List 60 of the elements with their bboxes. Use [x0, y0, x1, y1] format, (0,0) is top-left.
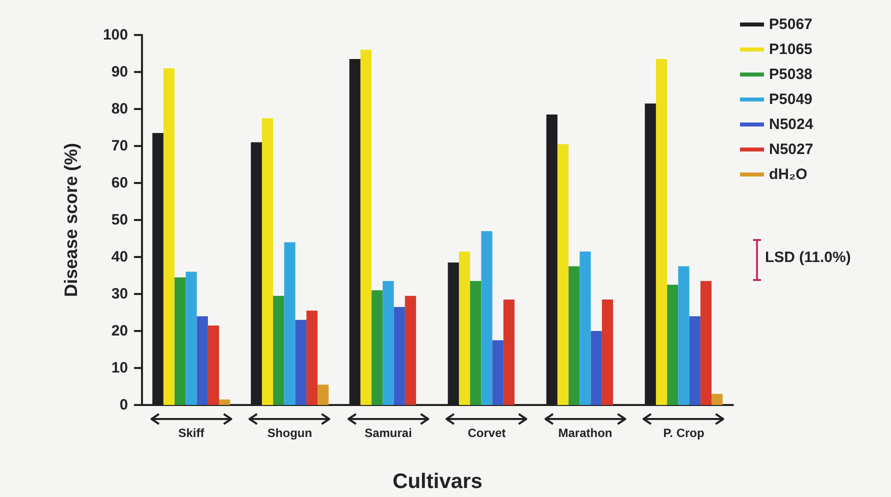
y-axis-title: Disease score (%) — [61, 142, 81, 298]
bar — [689, 316, 700, 405]
bar — [481, 231, 492, 405]
bar — [295, 320, 306, 405]
bar — [208, 325, 220, 405]
bar — [318, 384, 329, 405]
bar — [470, 281, 482, 405]
bar — [163, 68, 175, 405]
bar — [262, 118, 274, 405]
bar — [590, 331, 602, 405]
bar — [712, 394, 723, 405]
legend-label: N5024 — [769, 116, 814, 133]
bar — [196, 316, 208, 405]
bar — [372, 290, 383, 405]
bar — [568, 266, 580, 405]
bar — [667, 284, 678, 405]
bar — [656, 59, 668, 405]
text: LSD (11.0%) — [765, 249, 851, 266]
x-tick-label: Corvet — [468, 426, 506, 440]
y-tick-label: 30 — [111, 286, 128, 302]
bar — [492, 340, 504, 405]
legend-label: N5027 — [769, 141, 814, 158]
x-tick-label: Samurai — [364, 426, 412, 440]
bar — [557, 144, 569, 405]
bar — [580, 251, 591, 405]
x-tick-label: Skiff — [178, 426, 206, 440]
x-tick-label: P. Crop — [663, 426, 704, 440]
bar — [273, 296, 284, 405]
bar — [404, 296, 416, 405]
bar — [360, 50, 372, 405]
bar — [306, 310, 318, 405]
bar — [382, 281, 394, 405]
x-axis-title: Cultivars — [392, 470, 482, 493]
y-tick-label: 50 — [111, 212, 128, 228]
bar — [678, 266, 690, 405]
y-tick-label: 80 — [111, 100, 128, 118]
y-tick-label: 90 — [111, 64, 128, 80]
bar — [394, 306, 405, 405]
bar — [186, 272, 197, 405]
y-tick-label: 20 — [111, 322, 128, 340]
y-tick-label: 40 — [111, 248, 128, 266]
bar — [219, 399, 230, 405]
legend-label: P1065 — [769, 41, 812, 58]
legend-label: dH₂O — [769, 166, 808, 183]
y-tick-label: 100 — [102, 26, 128, 44]
x-tick-label: Shogun — [267, 426, 312, 440]
y-tick-label: 0 — [120, 396, 128, 414]
y-tick-label: 60 — [111, 174, 128, 192]
legend-label: P5067 — [769, 16, 812, 33]
bar — [174, 277, 186, 405]
bar — [458, 251, 470, 405]
legend-label: P5049 — [769, 91, 812, 108]
x-tick-label: Marathon — [558, 426, 612, 440]
y-tick-label: 70 — [111, 138, 128, 154]
bar — [700, 281, 712, 405]
bar — [602, 300, 614, 405]
y-tick-label: 10 — [111, 360, 128, 376]
bar — [503, 300, 515, 405]
legend-label: P5038 — [769, 66, 812, 83]
bar — [284, 242, 296, 405]
